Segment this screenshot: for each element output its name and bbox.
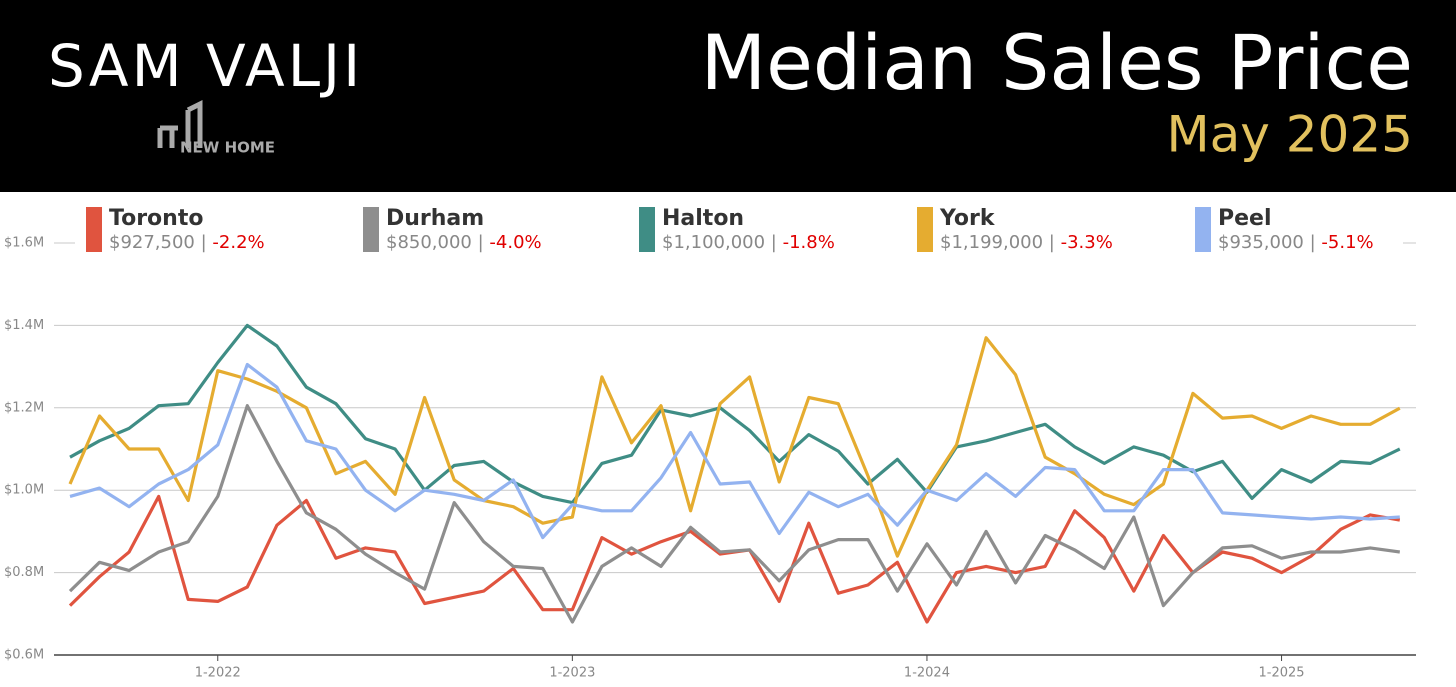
legend-detail: $1,199,000 | -3.3% — [940, 232, 1113, 253]
brand-name: SAM VALJI — [48, 32, 363, 100]
chart-subtitle: May 2025 — [1166, 106, 1413, 164]
line-series — [69, 362, 1400, 540]
x-tick-label: 1-2022 — [195, 666, 241, 681]
legend-detail: $935,000 | -5.1% — [1218, 232, 1374, 253]
header-band — [0, 0, 1456, 192]
legend-change: -2.2% — [212, 232, 264, 253]
legend-swatch — [86, 207, 102, 252]
x-tick-label: 1-2025 — [1259, 666, 1305, 681]
legend-name: Durham — [386, 206, 484, 231]
legend-latest: $1,199,000 — [940, 232, 1043, 253]
line-series — [68, 336, 1401, 558]
legend-separator: | — [1043, 232, 1061, 253]
y-tick-label: $0.8M — [4, 565, 44, 580]
legend-detail: $850,000 | -4.0% — [386, 232, 542, 253]
y-tick-label: $1.2M — [4, 400, 44, 415]
y-tick-label: $1.6M — [4, 236, 44, 251]
legend-latest: $1,100,000 — [662, 232, 765, 253]
legend-latest: $850,000 — [386, 232, 472, 253]
legend-change: -3.3% — [1061, 232, 1113, 253]
legend-change: -5.1% — [1321, 232, 1373, 253]
legend-name: York — [939, 206, 996, 231]
y-tick-label: $1.0M — [4, 483, 44, 498]
legend-swatch — [363, 207, 379, 252]
legend-swatch — [917, 207, 933, 252]
legend-latest: $927,500 — [109, 232, 195, 253]
legend-swatch — [639, 207, 655, 252]
logo-icon — [157, 99, 203, 148]
line-series — [69, 323, 1401, 505]
chart-title: Median Sales Price — [701, 18, 1413, 107]
legend-separator: | — [765, 232, 783, 253]
legend-change: -4.0% — [489, 232, 541, 253]
logo-text: NEW HOME — [180, 139, 275, 157]
legend-separator: | — [1304, 232, 1322, 253]
legend-swatch — [1195, 207, 1211, 252]
legend-detail: $1,100,000 | -1.8% — [662, 232, 835, 253]
legend-name: Peel — [1218, 206, 1272, 231]
legend-name: Halton — [662, 206, 744, 231]
x-tick-label: 1-2023 — [549, 666, 595, 681]
legend-backdrop — [75, 200, 1403, 258]
line-series — [68, 404, 1401, 624]
legend-detail: $927,500 | -2.2% — [109, 232, 265, 253]
legend-name: Toronto — [109, 206, 203, 231]
y-tick-label: $0.6M — [4, 648, 44, 663]
x-tick-label: 1-2024 — [904, 666, 950, 681]
y-tick-label: $1.4M — [4, 318, 44, 333]
legend-latest: $935,000 — [1218, 232, 1304, 253]
legend-change: -1.8% — [783, 232, 835, 253]
line-series — [68, 494, 1401, 624]
legend-separator: | — [472, 232, 490, 253]
legend-separator: | — [195, 232, 213, 253]
